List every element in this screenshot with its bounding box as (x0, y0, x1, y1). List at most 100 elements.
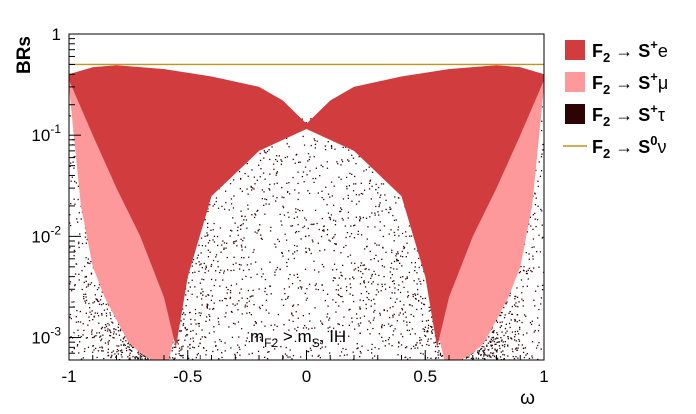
tau-point (387, 323, 390, 325)
tau-point (528, 357, 531, 360)
tau-point (241, 249, 243, 251)
tau-point (91, 333, 93, 335)
tau-point (125, 347, 127, 349)
tau-point (403, 247, 405, 250)
tau-point (121, 356, 123, 358)
tau-point (418, 266, 420, 269)
tau-point (353, 225, 355, 227)
tau-point (226, 304, 228, 307)
tau-point (428, 306, 430, 308)
tau-point (287, 258, 290, 260)
tau-point (261, 189, 263, 191)
tau-point (288, 216, 290, 218)
tau-point (533, 246, 535, 248)
tau-point (298, 230, 300, 233)
tau-point (207, 294, 209, 296)
tau-point (253, 304, 255, 306)
tau-point (276, 197, 278, 199)
tau-point (368, 320, 370, 322)
tau-point (241, 297, 243, 299)
tau-point (212, 205, 214, 207)
tau-point (293, 257, 295, 260)
tau-point (516, 349, 518, 351)
tau-point (205, 354, 207, 356)
tau-point (91, 329, 93, 331)
tau-point (230, 284, 232, 287)
tau-point (371, 275, 373, 277)
tau-point (363, 315, 366, 317)
tau-point (257, 350, 260, 353)
tau-point (245, 275, 247, 278)
tau-point (90, 273, 93, 275)
tau-point (365, 303, 367, 305)
tau-point (345, 348, 347, 350)
tau-point (222, 240, 224, 242)
tau-point (360, 262, 362, 264)
tau-point (378, 214, 380, 216)
tau-point (101, 326, 103, 329)
tau-point (538, 266, 540, 268)
tau-point (300, 356, 302, 358)
tau-point (314, 284, 316, 287)
tau-point (414, 248, 416, 250)
tau-point (365, 268, 367, 270)
tau-point (507, 345, 509, 347)
tau-point (254, 231, 256, 233)
tau-point (87, 285, 89, 287)
tau-point (412, 293, 414, 296)
tau-point (349, 283, 351, 285)
tau-point (232, 322, 235, 324)
tau-point (516, 314, 518, 316)
tau-point (181, 348, 183, 350)
tau-point (367, 226, 369, 228)
tau-point (384, 345, 386, 347)
tau-point (312, 241, 314, 243)
tau-point (259, 336, 261, 338)
tau-point (74, 273, 77, 275)
tau-point (92, 345, 94, 347)
tau-point (229, 292, 232, 294)
tau-point (243, 257, 245, 259)
tau-point (516, 287, 518, 289)
tau-point (354, 175, 356, 178)
tau-point (103, 357, 105, 360)
tau-point (346, 354, 348, 356)
tau-point (372, 281, 374, 283)
tau-point (198, 244, 200, 246)
tau-point (511, 338, 513, 340)
tau-point (310, 252, 312, 255)
tau-point (506, 330, 508, 332)
tau-point (521, 344, 523, 346)
tau-point (528, 253, 530, 255)
tau-point (280, 346, 282, 348)
tau-point (405, 356, 407, 358)
tau-point (529, 322, 532, 324)
tau-point (177, 339, 179, 341)
tau-point (359, 350, 361, 353)
tau-point (397, 260, 399, 262)
tau-point (304, 166, 307, 168)
tau-point (533, 299, 535, 301)
tau-point (394, 287, 396, 289)
tau-point (207, 226, 209, 229)
tau-point (248, 353, 250, 355)
tau-point (537, 180, 539, 182)
tau-point (94, 312, 96, 314)
tau-point (293, 217, 295, 219)
tau-point (337, 323, 339, 325)
tau-point (494, 343, 496, 345)
tau-point (393, 231, 395, 234)
tau-point (382, 340, 384, 342)
tau-point (425, 335, 427, 337)
tau-point (185, 305, 187, 307)
tau-point (373, 311, 375, 313)
tau-point (333, 250, 335, 252)
tau-point (537, 358, 539, 360)
tau-point (288, 319, 290, 321)
tau-point (259, 176, 261, 178)
tau-point (209, 239, 211, 242)
tau-point (230, 269, 232, 272)
tau-point (236, 351, 238, 354)
tau-point (115, 328, 117, 331)
tau-point (207, 249, 209, 251)
